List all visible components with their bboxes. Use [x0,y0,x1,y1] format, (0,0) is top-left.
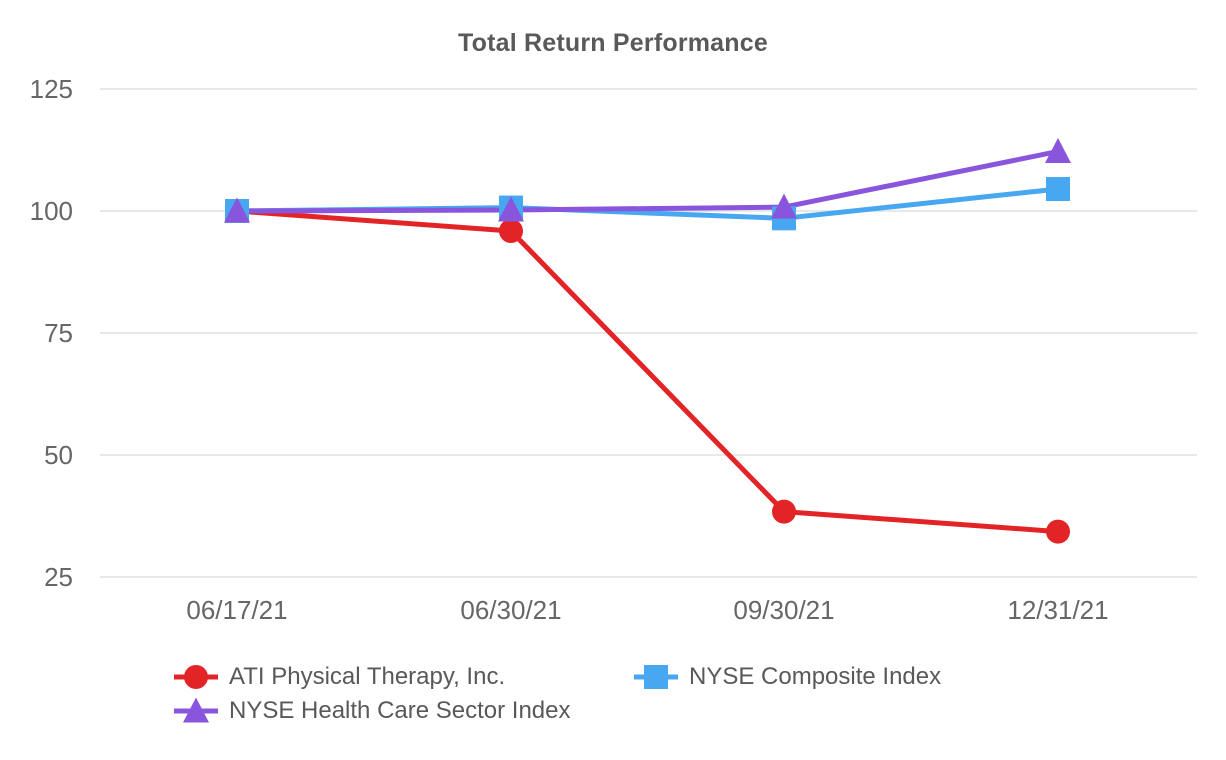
legend-item: NYSE Composite Index [633,663,941,691]
legend-item: NYSE Health Care Sector Index [173,697,571,725]
x-axis-tick-label: 09/30/21 [733,595,834,625]
series-line-triangle [234,148,1061,214]
y-axis-tick-label: 50 [44,440,73,470]
legend-label: NYSE Composite Index [689,663,942,690]
x-axis-tick-label: 06/30/21 [460,595,561,625]
data-point-circle-marker [772,499,796,524]
legend-marker-shape [184,665,208,689]
chart-title: Total Return Performance [458,29,768,57]
data-point-triangle-marker [498,196,524,222]
legend-circle-icon [174,665,218,689]
data-point-circle-marker [499,219,523,244]
series-line-square [234,186,1061,221]
data-point-triangle-marker [1045,137,1071,163]
legend-label: ATI Physical Therapy, Inc. [229,663,506,690]
y-axis-tick-label: 125 [30,74,73,104]
line-chart-plot-area: 25 50 75 100 125 06/17/21 06/30/21 09/30/21 12/3… [30,74,1197,625]
y-axis-tick-label: 75 [44,318,73,348]
legend-marker-shape [183,697,209,723]
legend-triangle-icon [174,697,218,723]
data-point-square-marker [1046,177,1070,202]
y-axis-tick-label: 25 [44,562,73,592]
x-axis-tick-label: 12/31/21 [1007,595,1108,625]
y-axis-tick-label: 100 [30,196,73,226]
data-point-circle-marker [1046,519,1070,544]
data-point-triangle-marker [224,197,250,223]
x-axis-tick-label: 06/17/21 [186,595,287,625]
data-point-triangle-marker [771,193,797,219]
legend-item: ATI Physical Therapy, Inc. [173,663,505,691]
legend-label: NYSE Health Care Sector Index [229,697,571,724]
legend-square-icon [634,665,678,689]
series-line-circle [234,208,1061,535]
legend-marker-shape [644,665,668,689]
